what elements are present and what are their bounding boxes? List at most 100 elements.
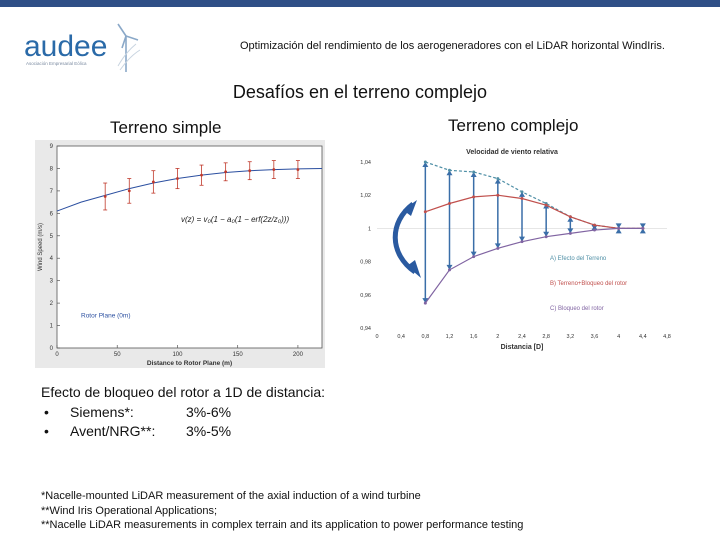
simple-terrain-chart: 0 1 2 3 4 5 6 7 8 9 0 50 100 150 200 Distance to Rotor … xyxy=(35,140,325,368)
y-tick-label: 3 xyxy=(50,279,54,285)
series-point xyxy=(568,231,572,235)
y-tick-label: 8 xyxy=(50,166,54,172)
x-tick-label: 2 xyxy=(496,334,499,340)
data-point xyxy=(103,195,107,198)
avent-label: Avent/NRG**: xyxy=(70,423,156,439)
series-point xyxy=(423,301,427,305)
series-point xyxy=(448,168,451,172)
bullet-avent: • xyxy=(44,423,49,439)
x-tick-label: 3,6 xyxy=(591,334,599,340)
slide-title: Desafíos en el terreno complejo xyxy=(232,82,488,102)
plot-area xyxy=(56,145,323,349)
arrow-head-down xyxy=(543,231,550,237)
series-point xyxy=(472,255,476,259)
subtitle-simple-terrain: Terreno simple xyxy=(110,118,222,137)
y-tick-label: 0,98 xyxy=(360,260,371,266)
arrow-head-up xyxy=(494,178,501,184)
data-point xyxy=(200,173,203,177)
subtitle-complex-terrain: Terreno complejo xyxy=(448,116,579,135)
x-tick-label: 1,2 xyxy=(446,334,454,340)
arrow-head-down xyxy=(591,225,598,231)
bullet-siemens: • xyxy=(44,404,49,420)
y-axis-label: Wind Speed (m/s) xyxy=(38,223,44,271)
arrow-head-up xyxy=(567,216,574,222)
y-tick-label: 1 xyxy=(368,226,371,232)
y-tick-label: 1 xyxy=(50,324,54,330)
rotor-plane-label: Rotor Plane (0m) xyxy=(81,312,131,319)
y-tick-label: 7 xyxy=(50,189,54,195)
y-tick-label: 2 xyxy=(50,301,54,307)
y-tick-label: 5 xyxy=(50,234,54,240)
y-tick-label: 1,02 xyxy=(360,193,371,199)
series-line xyxy=(425,161,643,230)
x-tick-label: 1,6 xyxy=(470,334,478,340)
curved-arrow-tail xyxy=(403,200,417,216)
x-tick-label: 0,4 xyxy=(397,334,405,340)
arrow-head-up xyxy=(446,170,453,176)
series-point xyxy=(593,223,596,227)
x-tick-label: 200 xyxy=(293,352,304,358)
data-point xyxy=(151,180,155,184)
data-point xyxy=(224,170,228,174)
y-tick-label: 0,94 xyxy=(360,326,371,332)
avent-value: 3%-5% xyxy=(186,423,232,439)
series-point xyxy=(520,190,524,194)
arrow-head-down xyxy=(639,223,646,229)
arrow-head-down xyxy=(494,243,501,249)
x-tick-label: 3,2 xyxy=(567,334,575,340)
arrow-head-down xyxy=(422,298,429,304)
series-point xyxy=(448,268,451,272)
arrow-head-down xyxy=(519,236,525,242)
series-point xyxy=(423,160,427,164)
chart-title: Velocidad de viento relativa xyxy=(466,149,558,156)
formula-text: v(z) = v₀(1 − a₀(1 − erf(2z/z₀))) xyxy=(181,215,289,224)
series-point xyxy=(520,197,524,201)
x-tick-label: 4,8 xyxy=(663,334,671,340)
data-point xyxy=(176,177,179,180)
legend-entry: C) Bloqueo del rotor xyxy=(550,306,604,312)
y-tick-label: 6 xyxy=(50,211,54,217)
arrow-head-down xyxy=(567,228,574,234)
legend-entry: A) Efecto del Terreno xyxy=(550,256,607,262)
series-point xyxy=(423,210,427,214)
curved-arrow-shaft xyxy=(392,202,417,275)
data-point xyxy=(272,168,276,171)
footnote-3: **Nacelle LiDAR measurements in complex … xyxy=(41,519,524,531)
arrow-head-up xyxy=(519,191,525,197)
series-line xyxy=(425,194,643,230)
arrow-head-down xyxy=(446,264,453,270)
siemens-value: 3%-6% xyxy=(186,404,232,420)
y-tick-label: 9 xyxy=(50,144,54,150)
series-line xyxy=(424,227,643,304)
y-tick-label: 4 xyxy=(50,256,54,262)
complex-terrain-chart: Velocidad de viento relativa 0,94 0,96 0,98… xyxy=(345,142,675,358)
series-point xyxy=(641,226,645,230)
x-tick-label: 0,8 xyxy=(422,334,430,340)
x-tick-label: 50 xyxy=(114,352,121,358)
x-tick-label: 2,4 xyxy=(518,334,526,340)
curved-arrow-head xyxy=(407,260,421,278)
data-point xyxy=(248,169,252,173)
header-title: Optimización del rendimiento de los aero… xyxy=(240,40,665,52)
series-point xyxy=(568,215,572,219)
x-tick-label: 2,8 xyxy=(542,334,550,340)
footnote-2: **Wind Iris Operational Applications; xyxy=(41,505,218,517)
top-accent-bar xyxy=(0,0,720,7)
formula-box xyxy=(175,202,307,236)
arrow-head-up xyxy=(422,162,429,167)
series-point xyxy=(593,228,596,232)
data-point xyxy=(127,189,131,193)
series-point xyxy=(520,240,524,244)
logo-tagline: Asociación Empresarial Eólica xyxy=(26,61,87,66)
y-tick-label: 0 xyxy=(50,346,54,352)
arrow-head-up xyxy=(470,171,477,177)
arrow-head-down xyxy=(615,223,622,229)
x-tick-label: 4 xyxy=(617,334,620,340)
series-point xyxy=(496,246,500,250)
blocking-effect-paragraph: Efecto de bloqueo del rotor a 1D de dist… xyxy=(41,384,326,400)
series-point xyxy=(617,226,621,230)
logo-wordmark: audee xyxy=(24,30,107,63)
arrow-head-up xyxy=(639,228,646,234)
audee-logo: audee Asociación Empresarial Eólica xyxy=(22,22,162,78)
series-point xyxy=(472,170,476,174)
